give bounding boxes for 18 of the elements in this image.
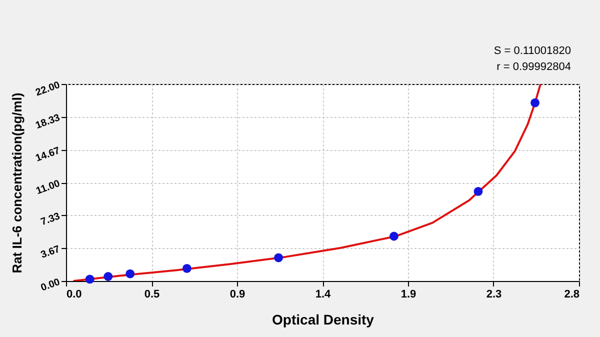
x-tick-label: 1.9 (400, 288, 416, 300)
x-tick-label: 2.3 (486, 288, 502, 300)
y-tick-label: 18.33 (34, 112, 62, 132)
x-tick-label: 0.9 (230, 288, 246, 300)
x-axis-title: Optical Density (272, 312, 374, 328)
y-tick-label: 22.00 (34, 80, 62, 99)
x-tick-label: 1.4 (315, 288, 332, 300)
y-tick-label: 3.67 (39, 244, 62, 261)
x-tick-label: 0.0 (66, 288, 82, 300)
y-tick-label: 7.33 (39, 210, 62, 228)
x-tick-label: 0.5 (144, 288, 160, 300)
y-tick-label: 0.00 (39, 276, 62, 294)
text: S = 0.11001820 (494, 45, 571, 57)
y-axis-title: Rat IL-6 concentration(pg/ml) (9, 92, 24, 274)
x-tick-label: 2.8 (564, 288, 580, 300)
text: r = 0.99992804 (496, 61, 571, 73)
y-tick-label: 11.00 (34, 178, 62, 198)
y-tick-label: 14.67 (34, 145, 62, 164)
